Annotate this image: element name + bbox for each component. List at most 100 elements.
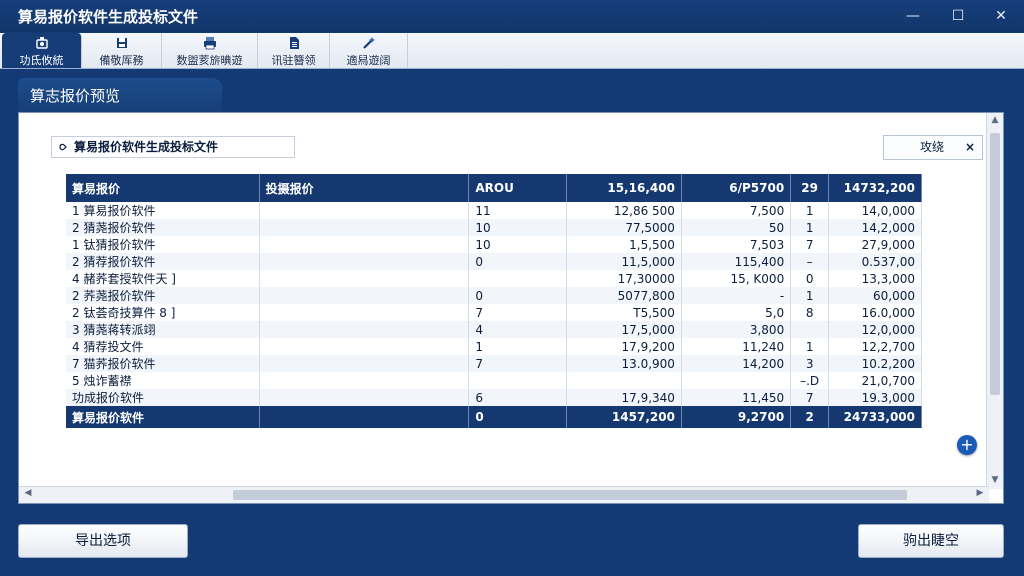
table-cell: 16.0,000	[828, 304, 922, 321]
table-cell	[259, 355, 470, 372]
file-breadcrumb[interactable]: 算易报价软件生成投标文件	[51, 136, 295, 158]
table-cell: 14,0,000	[828, 202, 922, 219]
table-cell: 10	[468, 219, 567, 236]
column-header[interactable]: AROU	[468, 174, 567, 202]
link-icon	[59, 143, 67, 151]
add-row-button[interactable]: +	[957, 435, 977, 455]
table-cell: 77,5000	[566, 219, 682, 236]
table-cell: 0	[468, 253, 567, 270]
filter-box[interactable]: 攻绕 ×	[883, 135, 983, 160]
table-cell: 算易报价软件	[66, 406, 260, 428]
table-cell: 2 钛荟奇技算件 8 ]	[66, 304, 260, 321]
column-header[interactable]: 算易报价	[66, 174, 260, 202]
table-cell	[259, 253, 470, 270]
table-cell	[259, 236, 470, 253]
section-title: 算志报价预览	[30, 87, 121, 105]
table-cell: 115,400	[681, 253, 792, 270]
column-header[interactable]: 14732,200	[828, 174, 922, 202]
table-cell: –	[790, 253, 830, 270]
table-cell: 7	[790, 389, 830, 406]
table-cell	[259, 219, 470, 236]
table-cell	[259, 338, 470, 355]
table-row[interactable]: 4 赭荞套授软件天 ] 17,30000 15, K000 0 13,3,000	[66, 270, 922, 287]
table-cell: 4 猜荐投文件	[66, 338, 260, 355]
table-cell: 4	[468, 321, 567, 338]
minimize-button[interactable]: —	[906, 8, 920, 24]
table-cell: 21,0,700	[828, 372, 922, 389]
table-cell: 1	[790, 287, 830, 304]
table-cell: 14,200	[681, 355, 792, 372]
table-cell: 1457,200	[566, 406, 682, 428]
table-row[interactable]: 7 猫荞报价软件 7 13.0,900 14,200 3 10.2,200	[66, 355, 922, 372]
table-cell: 7	[468, 355, 567, 372]
table-cell: 10	[468, 236, 567, 253]
table-cell: 5 烛诈蓄襟	[66, 372, 260, 389]
table-total-row: 算易报价软件 0 1457,200 9,2700 2 24733,000	[66, 406, 922, 428]
table-row[interactable]: 1 钛猜报价软件 10 1,5,500 7,503 7 27,9,000	[66, 236, 922, 253]
save-icon	[116, 38, 127, 48]
wand-icon	[362, 37, 375, 49]
column-header[interactable]: 投摄报价	[259, 174, 470, 202]
table-cell: 8	[790, 304, 830, 321]
tool-function-settings[interactable]: 功氐攸統	[2, 33, 82, 68]
table-cell: 9,2700	[681, 406, 792, 428]
vertical-scrollbar[interactable]: ▲ ▼	[986, 113, 1003, 489]
tool-print[interactable]: 数盥荄旂晪遊	[162, 33, 258, 68]
table-cell: 0.537,00	[828, 253, 922, 270]
table-row[interactable]: 4 猜荐投文件 1 17,9,200 11,240 1 12,2,700	[66, 338, 922, 355]
quote-table: 算易报价 投摄报价 AROU 15,16,400 6/P5700 29 1473…	[66, 174, 922, 428]
column-header[interactable]: 6/P5700	[681, 174, 792, 202]
table-cell: 12,0,000	[828, 321, 922, 338]
breadcrumb-text: 算易报价软件生成投标文件	[74, 140, 219, 154]
table-row[interactable]: 2 猜荛报价软件 10 77,5000 50 1 14,2,000	[66, 219, 922, 236]
table-cell: 15, K000	[681, 270, 792, 287]
table-cell: 1,5,500	[566, 236, 682, 253]
scroll-left-icon[interactable]: ◀	[24, 488, 32, 498]
section-tab-preview[interactable]: 算志报价预览	[18, 78, 222, 112]
tool-document[interactable]: 讯驻簪领	[258, 33, 330, 68]
vertical-scroll-thumb[interactable]	[990, 133, 1000, 395]
table-cell: 11	[468, 202, 567, 219]
maximize-button[interactable]: ☐	[951, 8, 965, 24]
table-row[interactable]: 2 钛荟奇技算件 8 ] 7 T5,500 5,0 8 16.0,000	[66, 304, 922, 321]
tool-wizard[interactable]: 適舄遊阔	[330, 33, 408, 68]
table-cell: 11,450	[681, 389, 792, 406]
export-options-button[interactable]: 导出选项	[18, 524, 188, 558]
export-confirm-button[interactable]: 驹出睫空	[858, 524, 1004, 558]
tool-save[interactable]: 備敬厍務	[82, 33, 162, 68]
table-cell: 60,000	[828, 287, 922, 304]
close-window-button[interactable]: ✕	[995, 8, 1007, 24]
table-cell: 0	[468, 287, 567, 304]
table-cell: -	[681, 287, 792, 304]
table-cell: 1 算易报价软件	[66, 202, 260, 219]
table-cell	[259, 270, 470, 287]
scroll-up-icon[interactable]: ▲	[991, 115, 999, 125]
table-row[interactable]: 5 烛诈蓄襟 –.D 21,0,700	[66, 372, 922, 389]
table-row[interactable]: 2 荞荛报价软件 0 5077,800-1 60,000	[66, 287, 922, 304]
table-cell: 17,5,000	[566, 321, 682, 338]
horizontal-scroll-thumb[interactable]	[233, 490, 907, 500]
clear-filter-icon[interactable]: ×	[964, 140, 975, 154]
table-cell	[259, 389, 470, 406]
horizontal-scrollbar[interactable]: ◀ ▶	[19, 486, 989, 503]
table-cell: 3 猜荛蒋转派翊	[66, 321, 260, 338]
table-cell	[468, 372, 567, 389]
table-row[interactable]: 2 猜荐报价软件 0 11,5,000 115,400–0.537,00	[66, 253, 922, 270]
table-row[interactable]: 1 算易报价软件 11 12,86 500 7,500 1 14,0,000	[66, 202, 922, 219]
table-cell: 7,503	[681, 236, 792, 253]
column-header[interactable]: 29	[790, 174, 830, 202]
printer-icon	[203, 37, 216, 50]
gear-icon	[35, 37, 48, 49]
table-cell: 13,3,000	[828, 270, 922, 287]
scroll-right-icon[interactable]: ▶	[976, 488, 984, 498]
table-cell: 17,9,340	[566, 389, 682, 406]
tool-label: 功氐攸統	[19, 54, 64, 67]
scroll-down-icon[interactable]: ▼	[991, 475, 999, 485]
table-cell: 5,0	[681, 304, 792, 321]
table-row[interactable]: 3 猜荛蒋转派翊 4 17,5,000 3,800 12,0,000	[66, 321, 922, 338]
table-cell: 3,800	[681, 321, 792, 338]
table-cell: 1 钛猜报价软件	[66, 236, 260, 253]
column-header[interactable]: 15,16,400	[566, 174, 682, 202]
table-row[interactable]: 功成报价软件 6 17,9,340 11,450 7 19.3,000	[66, 389, 922, 406]
table-cell: 1	[790, 202, 830, 219]
